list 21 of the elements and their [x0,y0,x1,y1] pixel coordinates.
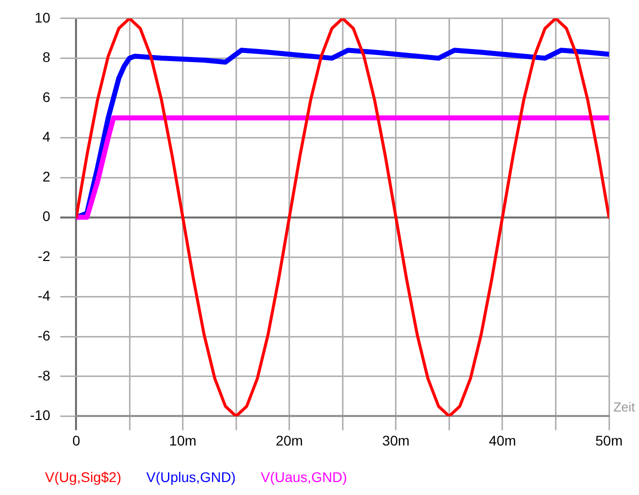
text: V(Ug,Sig$2) [45,468,122,485]
y-tick-label: 0 [42,208,50,224]
y-tick-label: -2 [38,248,50,264]
x-tick-label: 20m [276,432,303,448]
y-tick-label: -10 [30,407,50,424]
text: V(Uaus,GND) [260,468,348,485]
y-tick-label: -6 [38,328,50,344]
x-tick-label: 10m [169,432,196,448]
y-tick-label: -8 [38,367,50,384]
y-tick-label: 8 [42,49,50,66]
y-tick-label: 4 [42,128,50,145]
x-tick-label: 50m [595,432,623,448]
x-tick-label: 0 [72,432,80,448]
y-tick-label: -4 [38,288,50,304]
y-tick-label: 6 [42,88,50,105]
text: V(Uplus,GND) [146,468,236,485]
x-tick-label: 30m [382,432,410,448]
y-tick-label: 10 [34,9,50,26]
x-tick-label: 40m [488,432,516,448]
x-axis-title: Zeit [613,399,636,414]
y-tick-label: 2 [42,168,50,184]
